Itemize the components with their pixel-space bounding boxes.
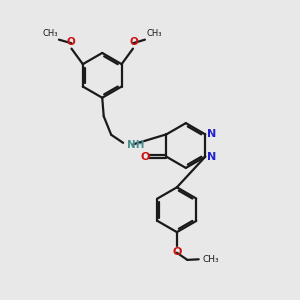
Text: O: O [130,38,138,47]
Text: CH₃: CH₃ [202,255,219,264]
Text: O: O [141,152,150,162]
Text: CH₃: CH₃ [146,29,162,38]
Text: N: N [207,152,217,162]
Text: O: O [66,38,75,47]
Text: CH₃: CH₃ [42,29,58,38]
Text: NH: NH [127,140,144,150]
Text: O: O [172,247,182,257]
Text: N: N [207,129,217,139]
